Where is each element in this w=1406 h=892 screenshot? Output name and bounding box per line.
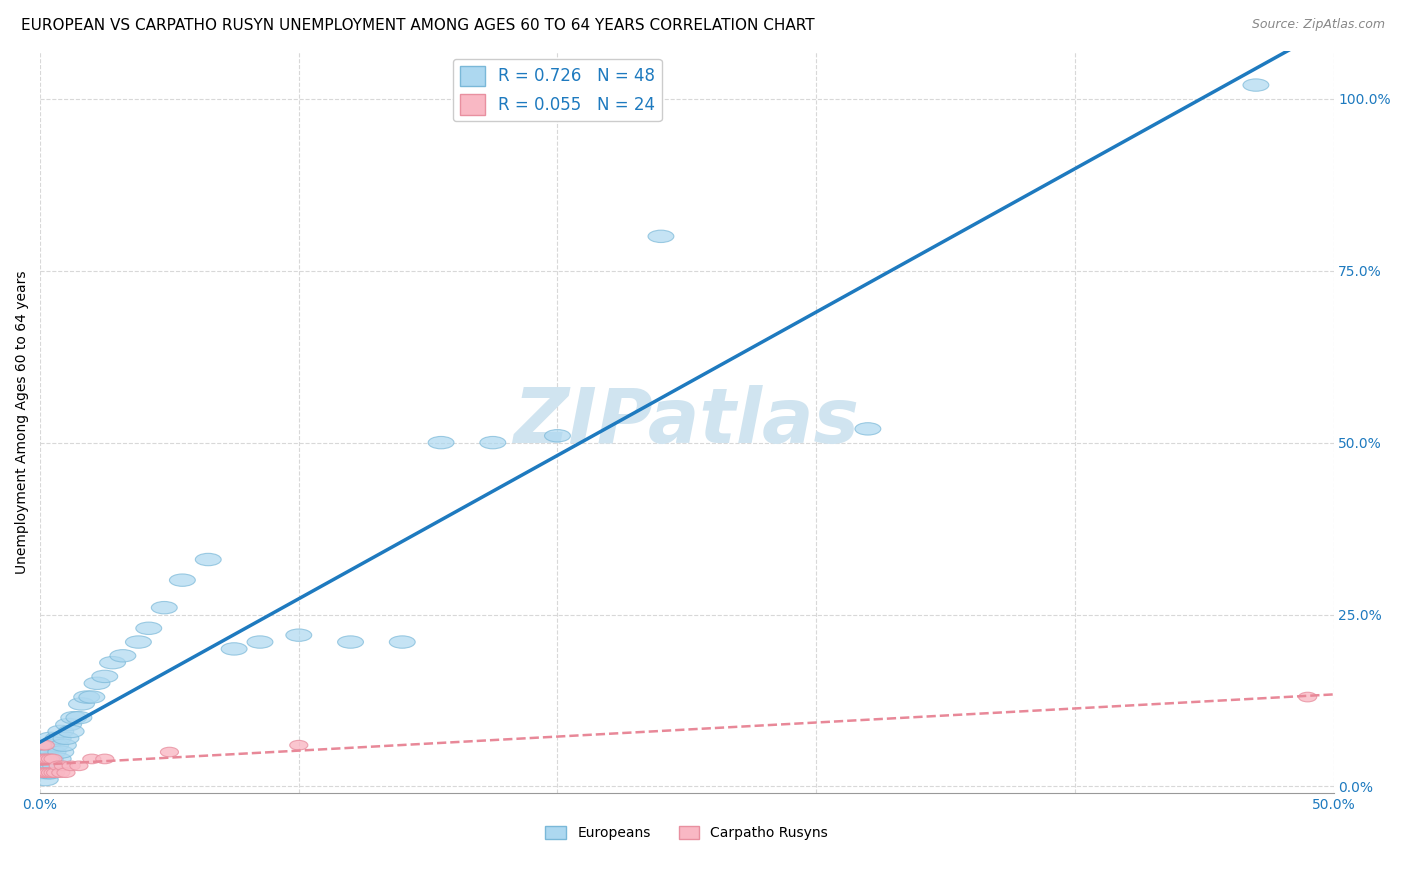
Ellipse shape [160, 747, 179, 757]
Ellipse shape [44, 768, 62, 778]
Ellipse shape [38, 753, 63, 765]
Ellipse shape [39, 768, 56, 778]
Ellipse shape [32, 773, 58, 786]
Ellipse shape [285, 629, 312, 641]
Ellipse shape [35, 766, 60, 779]
Ellipse shape [37, 768, 55, 778]
Ellipse shape [66, 712, 91, 724]
Y-axis label: Unemployment Among Ages 60 to 64 years: Unemployment Among Ages 60 to 64 years [15, 270, 30, 574]
Ellipse shape [38, 732, 63, 745]
Ellipse shape [32, 760, 58, 772]
Ellipse shape [429, 436, 454, 449]
Ellipse shape [32, 746, 58, 758]
Ellipse shape [290, 740, 308, 750]
Text: EUROPEAN VS CARPATHO RUSYN UNEMPLOYMENT AMONG AGES 60 TO 64 YEARS CORRELATION CH: EUROPEAN VS CARPATHO RUSYN UNEMPLOYMENT … [21, 18, 814, 33]
Ellipse shape [34, 754, 52, 764]
Ellipse shape [195, 553, 221, 566]
Ellipse shape [37, 754, 55, 764]
Ellipse shape [53, 732, 79, 745]
Ellipse shape [41, 760, 66, 772]
Ellipse shape [136, 622, 162, 634]
Ellipse shape [41, 754, 59, 764]
Ellipse shape [100, 657, 125, 669]
Ellipse shape [42, 739, 69, 751]
Ellipse shape [479, 436, 506, 449]
Ellipse shape [37, 740, 55, 750]
Ellipse shape [48, 725, 73, 738]
Ellipse shape [55, 761, 73, 771]
Ellipse shape [96, 754, 114, 764]
Ellipse shape [34, 768, 52, 778]
Ellipse shape [35, 753, 60, 765]
Ellipse shape [30, 753, 56, 765]
Ellipse shape [648, 230, 673, 243]
Ellipse shape [35, 739, 60, 751]
Legend: Europeans, Carpatho Rusyns: Europeans, Carpatho Rusyns [540, 821, 834, 846]
Ellipse shape [91, 670, 118, 682]
Text: Source: ZipAtlas.com: Source: ZipAtlas.com [1251, 18, 1385, 31]
Ellipse shape [56, 718, 82, 731]
Ellipse shape [70, 761, 89, 771]
Ellipse shape [39, 754, 56, 764]
Ellipse shape [45, 732, 72, 745]
Ellipse shape [389, 636, 415, 648]
Ellipse shape [544, 430, 571, 442]
Ellipse shape [58, 725, 84, 738]
Ellipse shape [52, 768, 70, 778]
Ellipse shape [83, 754, 101, 764]
Ellipse shape [30, 766, 56, 779]
Ellipse shape [49, 761, 67, 771]
Ellipse shape [41, 768, 59, 778]
Ellipse shape [42, 760, 69, 772]
Ellipse shape [125, 636, 152, 648]
Ellipse shape [41, 746, 66, 758]
Ellipse shape [247, 636, 273, 648]
Ellipse shape [1299, 692, 1316, 702]
Ellipse shape [56, 768, 75, 778]
Ellipse shape [84, 677, 110, 690]
Ellipse shape [221, 643, 247, 655]
Ellipse shape [38, 766, 63, 779]
Ellipse shape [48, 746, 73, 758]
Ellipse shape [62, 761, 80, 771]
Ellipse shape [46, 768, 65, 778]
Ellipse shape [152, 601, 177, 614]
Ellipse shape [45, 753, 72, 765]
Text: ZIPatlas: ZIPatlas [513, 385, 860, 459]
Ellipse shape [60, 712, 87, 724]
Ellipse shape [34, 740, 52, 750]
Ellipse shape [337, 636, 364, 648]
Ellipse shape [44, 754, 62, 764]
Ellipse shape [1243, 78, 1268, 91]
Ellipse shape [73, 691, 100, 703]
Ellipse shape [110, 649, 136, 662]
Ellipse shape [79, 691, 105, 703]
Ellipse shape [170, 574, 195, 586]
Ellipse shape [855, 423, 880, 435]
Ellipse shape [51, 739, 76, 751]
Ellipse shape [69, 698, 94, 710]
